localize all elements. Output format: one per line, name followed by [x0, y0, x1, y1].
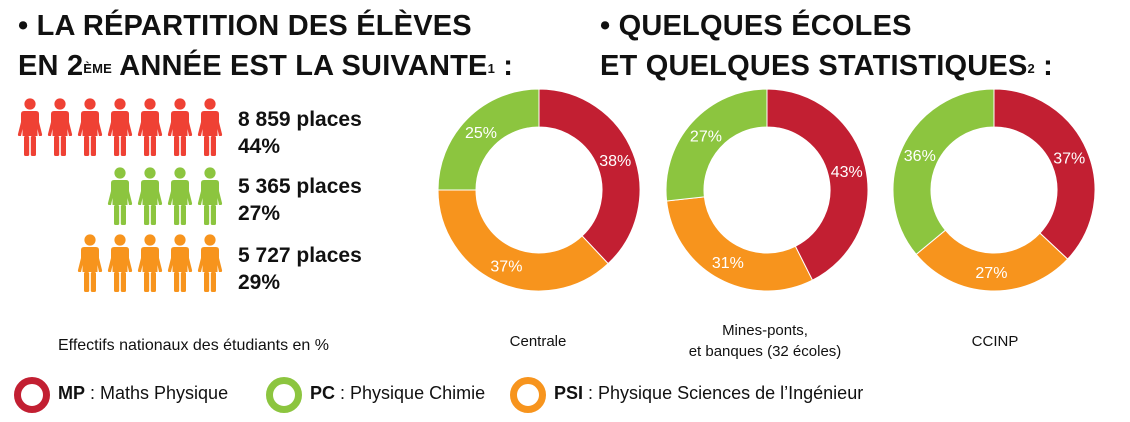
- left-heading-line2-b: ANNÉE EST LA SUIVANTE: [112, 50, 488, 82]
- pc-stat: 5 365 places 27%: [238, 173, 362, 227]
- donut-slice-psi: [666, 196, 814, 292]
- donut-slice-mp: [538, 88, 641, 265]
- legend-name-mp: Maths Physique: [100, 383, 229, 403]
- donut-slice-psi: [437, 189, 609, 292]
- legend-name-psi: Physique Sciences de l’Ingénieur: [598, 383, 864, 403]
- mp-places: 8 859 places: [238, 108, 362, 131]
- person-icon: [77, 234, 103, 299]
- donut-slice-mp: [766, 88, 869, 281]
- person-icon: [167, 167, 193, 232]
- person-icon: [197, 167, 223, 232]
- person-icon: [77, 98, 103, 163]
- right-heading-colon: :: [1034, 50, 1054, 82]
- donut-label-mines-line1: Mines-ponts,: [722, 322, 808, 339]
- pc-percent: 27%: [238, 202, 281, 225]
- psi-percent: 29%: [238, 271, 281, 294]
- donut-value-label: 27%: [975, 265, 1007, 282]
- donut-value-label: 36%: [904, 148, 936, 165]
- legend-key-mp: MP: [58, 383, 85, 403]
- legend-key-psi: PSI: [554, 383, 584, 403]
- person-icon: [197, 234, 223, 299]
- person-icon: [137, 167, 163, 232]
- right-heading-line2-text: ET QUELQUES STATISTIQUES: [600, 50, 1028, 82]
- donut-slice-pc: [892, 88, 995, 256]
- donut-value-label: 43%: [831, 164, 863, 181]
- donut-value-label: 27%: [690, 128, 722, 145]
- pictogram-caption: Effectifs nationaux des étudiants en %: [58, 337, 329, 354]
- donut-slice-pc: [665, 88, 768, 202]
- person-icon: [167, 234, 193, 299]
- left-heading-note: 1: [487, 61, 496, 76]
- legend-swatch-psi: [510, 377, 546, 413]
- pc-places: 5 365 places: [238, 175, 362, 198]
- legend-swatch-mp: [14, 377, 50, 413]
- donut-value-label: 37%: [490, 258, 522, 275]
- right-heading-line1: • QUELQUES ÉCOLES: [600, 10, 912, 42]
- donut-label-mines-line2: et banques (32 écoles): [688, 343, 842, 360]
- donut-value-label: 31%: [712, 255, 744, 272]
- mp-percent: 44%: [238, 135, 281, 158]
- person-icon: [137, 234, 163, 299]
- legend-swatch-pc: [266, 377, 302, 413]
- person-icon: [107, 98, 133, 163]
- right-heading-line2: ET QUELQUES STATISTIQUES2 :: [600, 46, 1053, 86]
- psi-places: 5 727 places: [238, 244, 362, 267]
- person-icon: [107, 167, 133, 232]
- donut-slice-pc: [437, 88, 540, 191]
- left-heading: • LA RÉPARTITION DES ÉLÈVES EN 2ÈME ANNÉ…: [18, 6, 513, 86]
- person-icon: [197, 98, 223, 163]
- left-heading-colon: :: [495, 50, 514, 82]
- legend-text-pc: PC : Physique Chimie: [310, 383, 486, 403]
- left-heading-line2: EN 2ÈME ANNÉE EST LA SUIVANTE1 :: [18, 46, 513, 86]
- psi-stat: 5 727 places 29%: [238, 242, 362, 296]
- left-heading-line1: • LA RÉPARTITION DES ÉLÈVES: [18, 10, 472, 42]
- person-icon: [17, 98, 43, 163]
- right-heading-note: 2: [1027, 61, 1035, 76]
- donut-label-ccinp: CCINP: [971, 333, 1019, 350]
- donut-charts: 38% 37% 25% 43% 31% 27% 37% 27% 36%: [437, 88, 1096, 292]
- left-heading-line2-a: EN 2: [18, 50, 84, 82]
- donut-value-label: 25%: [465, 125, 497, 142]
- right-heading: • QUELQUES ÉCOLES ET QUELQUES STATISTIQU…: [600, 6, 1053, 86]
- donut-value-label: 37%: [1053, 150, 1085, 167]
- donut-label-centrale: Centrale: [509, 333, 567, 350]
- legend-key-pc: PC: [310, 383, 336, 403]
- person-icon: [167, 98, 193, 163]
- person-icon: [47, 98, 73, 163]
- legend-text-mp: MP : Maths Physique: [58, 383, 229, 403]
- donut-value-label: 38%: [599, 153, 631, 170]
- person-icon: [137, 98, 163, 163]
- donut-slice-mp: [993, 88, 1096, 260]
- left-heading-sup: ÈME: [83, 61, 113, 76]
- legend-name-pc: Physique Chimie: [350, 383, 486, 403]
- legend-text-psi: PSI : Physique Sciences de l’Ingénieur: [554, 383, 864, 403]
- donut-label-mines-ponts: Mines-ponts, et banques (32 écoles): [660, 320, 870, 362]
- person-icon: [107, 234, 133, 299]
- mp-stat: 8 859 places 44%: [238, 106, 362, 160]
